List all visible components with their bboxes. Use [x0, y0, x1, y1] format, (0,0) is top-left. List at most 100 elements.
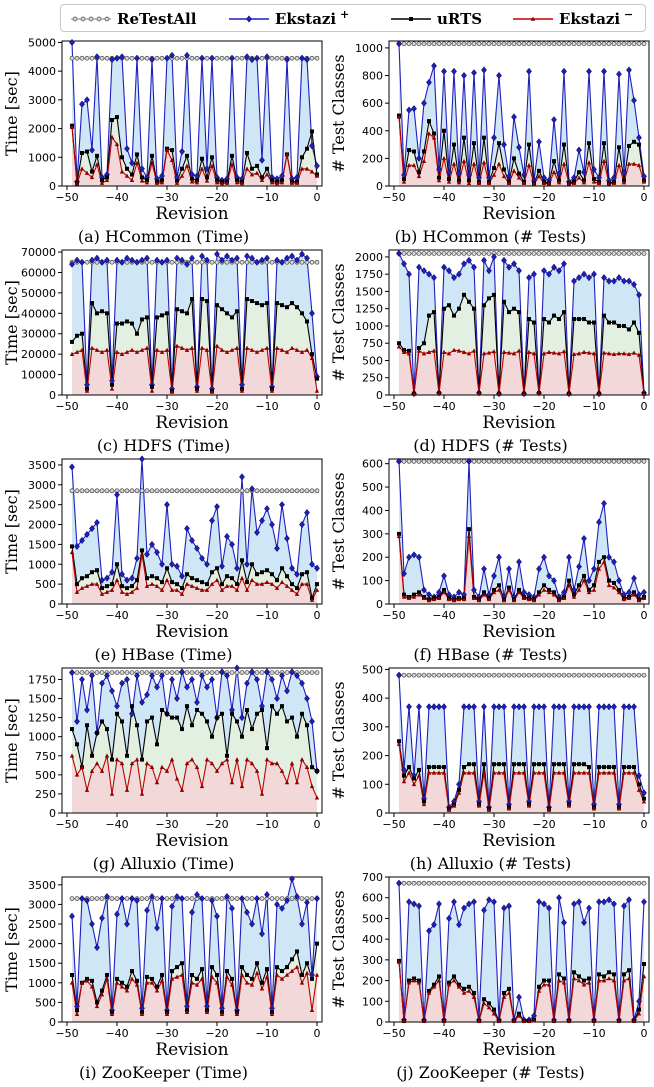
data-point: [100, 178, 104, 183]
data-point: [496, 703, 502, 711]
data-point: [84, 530, 90, 539]
data-point: [185, 704, 189, 709]
data-point: [129, 159, 135, 167]
data-point: [115, 321, 119, 326]
data-point: [631, 574, 637, 582]
data-point: [451, 978, 457, 983]
data-point: [144, 760, 150, 766]
data-point: [631, 280, 637, 289]
data-point: [566, 41, 572, 47]
data-point: [165, 711, 169, 716]
data-point: [486, 267, 492, 275]
data-point: [124, 591, 130, 596]
data-point: [586, 672, 592, 678]
y-tick-label: 2000: [28, 519, 56, 532]
data-point: [99, 896, 105, 901]
x-tick-label: −30: [482, 191, 505, 204]
area-fill: [72, 943, 317, 1015]
data-point: [577, 762, 581, 767]
data-point: [139, 488, 145, 494]
data-point: [269, 670, 275, 675]
series-line: [71, 878, 318, 1011]
data-point: [79, 55, 85, 61]
data-point: [279, 258, 285, 266]
data-point: [611, 978, 617, 983]
data-point: [601, 251, 607, 256]
data-point: [74, 589, 80, 594]
data-point: [511, 260, 517, 268]
data-point: [310, 352, 314, 357]
data-point: [627, 765, 631, 770]
data-point: [482, 135, 486, 140]
data-point: [165, 566, 169, 571]
data-point: [541, 770, 547, 775]
data-point: [299, 896, 305, 901]
data-point: [571, 41, 577, 47]
data-point: [406, 106, 412, 114]
data-point: [274, 670, 280, 675]
y-tick-label: 20000: [21, 348, 56, 361]
data-point: [586, 458, 592, 464]
data-point: [511, 770, 517, 775]
data-point: [109, 568, 115, 576]
plot-frame: [388, 876, 650, 1023]
data-point: [69, 549, 75, 555]
data-point: [597, 972, 601, 977]
data-point: [547, 978, 551, 983]
data-point: [401, 570, 407, 578]
data-point: [264, 891, 270, 899]
data-point: [260, 570, 264, 575]
data-point: [556, 770, 562, 775]
data-point: [617, 145, 621, 150]
data-point: [139, 1011, 145, 1016]
data-point: [119, 589, 125, 594]
data-point: [134, 982, 140, 987]
data-point: [154, 548, 160, 556]
data-point: [150, 384, 154, 389]
data-point: [149, 540, 155, 549]
data-point: [210, 570, 214, 575]
data-point: [105, 972, 109, 977]
data-point: [154, 488, 160, 494]
data-point: [601, 41, 607, 47]
data-point: [576, 251, 582, 256]
data-point: [145, 576, 149, 581]
data-point: [184, 670, 190, 675]
data-point: [496, 251, 502, 256]
data-point: [174, 587, 180, 592]
data-point: [446, 982, 452, 987]
series-line: [398, 293, 645, 394]
data-point: [417, 346, 421, 351]
data-point: [194, 982, 200, 987]
chart-caption: (d) HDFS (# Tests): [413, 436, 568, 455]
data-point: [582, 317, 586, 322]
data-point: [576, 770, 582, 775]
data-point: [516, 251, 522, 256]
data-point: [159, 349, 165, 354]
data-point: [195, 707, 199, 712]
data-point: [239, 714, 245, 722]
data-point: [124, 145, 130, 153]
legend-marker: [96, 16, 102, 22]
data-point: [461, 880, 467, 886]
data-point: [546, 589, 552, 595]
data-point: [431, 41, 437, 47]
data-point: [249, 668, 255, 676]
data-point: [214, 912, 220, 920]
data-point: [616, 458, 622, 464]
data-point: [289, 875, 295, 883]
data-point: [481, 770, 487, 775]
data-point: [119, 570, 125, 578]
data-point: [521, 770, 527, 775]
data-point: [427, 313, 431, 318]
data-point: [581, 578, 587, 583]
data-point: [129, 347, 135, 352]
y-tick-label: 1750: [28, 673, 56, 686]
data-point: [641, 251, 647, 256]
data-point: [244, 896, 250, 901]
data-point: [636, 672, 642, 678]
data-point: [229, 347, 235, 352]
data-point: [139, 178, 145, 183]
